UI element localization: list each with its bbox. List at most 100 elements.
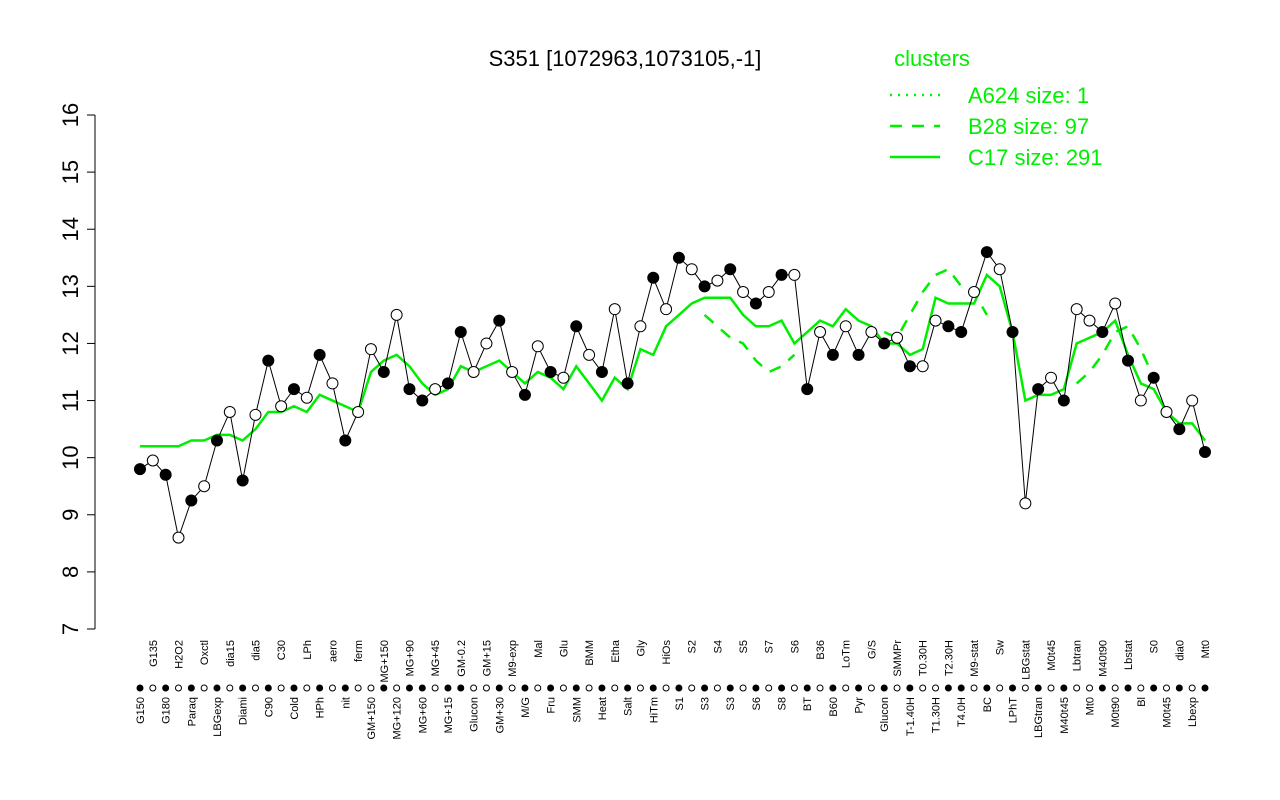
- x-tick-label: ferm: [353, 640, 365, 662]
- category-symbol: [1047, 684, 1055, 692]
- x-tick-label: M/G: [520, 697, 532, 718]
- x-tick-label: nit: [340, 697, 352, 709]
- data-point: [826, 348, 839, 361]
- x-tick-label: M0t90: [1110, 697, 1122, 728]
- data-point: [647, 271, 660, 284]
- category-symbol: [328, 684, 336, 692]
- data-point: [1070, 303, 1083, 316]
- x-tick-label: LBGstat: [1020, 640, 1032, 680]
- category-symbol: [867, 684, 875, 692]
- y-tick-label: 7: [58, 623, 83, 635]
- data-point: [454, 326, 467, 339]
- x-tick-label: Glu: [558, 640, 570, 657]
- x-tick-label: Heat: [597, 697, 609, 720]
- category-symbol: [290, 684, 298, 692]
- category-symbol: [944, 684, 952, 692]
- data-point: [570, 320, 583, 333]
- data-point: [749, 297, 762, 310]
- y-tick-label: 8: [58, 566, 83, 578]
- category-symbol: [598, 684, 606, 692]
- x-tick-label: Oxctl: [199, 640, 211, 665]
- category-symbol: [316, 684, 324, 692]
- data-point: [672, 251, 685, 264]
- data-point: [493, 314, 506, 327]
- data-point: [608, 303, 621, 316]
- y-tick-label: 14: [58, 217, 83, 241]
- x-tick-label: Mt0: [1200, 640, 1212, 658]
- category-symbol: [957, 684, 965, 692]
- data-point: [300, 391, 313, 404]
- data-point: [403, 383, 416, 396]
- data-point: [275, 400, 288, 413]
- category-symbol: [251, 684, 259, 692]
- category-symbol: [1175, 684, 1183, 692]
- x-tick-label: Sw: [995, 640, 1007, 655]
- legend-title: clusters: [894, 46, 970, 71]
- category-symbol: [983, 684, 991, 692]
- category-symbol: [829, 684, 837, 692]
- data-point: [352, 405, 365, 418]
- category-symbol: [726, 684, 734, 692]
- category-symbol: [688, 684, 696, 692]
- x-tick-label: MG+90: [404, 640, 416, 676]
- y-tick-label: 9: [58, 509, 83, 521]
- data-point: [711, 274, 724, 287]
- cluster-line: [140, 272, 1207, 448]
- x-tick-label: Lbstat: [1123, 640, 1135, 670]
- category-symbol: [1150, 684, 1158, 692]
- y-tick-label: 16: [58, 103, 83, 127]
- x-tick-label: LBGexp: [212, 697, 224, 737]
- x-tick-label: LBGtran: [1033, 697, 1045, 738]
- data-point: [1186, 394, 1199, 407]
- category-symbol: [893, 684, 901, 692]
- category-symbol: [675, 684, 683, 692]
- category-symbol: [1163, 684, 1171, 692]
- data-point: [839, 320, 852, 333]
- profile-line: [139, 250, 1206, 540]
- category-symbol: [713, 684, 721, 692]
- category-symbol: [521, 684, 529, 692]
- x-tick-label: Etha: [610, 639, 622, 663]
- x-tick-label: GM-0.2: [456, 640, 468, 677]
- x-tick-label: Lbexp: [1187, 697, 1199, 727]
- data-point: [1134, 394, 1147, 407]
- x-tick-label: HPh: [315, 697, 327, 718]
- category-symbol: [932, 684, 940, 692]
- data-point: [339, 434, 352, 447]
- category-symbol: [149, 684, 157, 692]
- data-point: [480, 337, 493, 350]
- category-symbol: [354, 684, 362, 692]
- data-point: [441, 377, 454, 390]
- category-symbol: [585, 684, 593, 692]
- data-point: [1173, 423, 1186, 436]
- data-point: [1096, 326, 1109, 339]
- data-point: [968, 286, 981, 299]
- data-point: [583, 348, 596, 361]
- category-symbol: [136, 684, 144, 692]
- data-point: [506, 366, 519, 378]
- category-symbol: [1086, 684, 1094, 692]
- category-symbol: [1124, 684, 1132, 692]
- x-tick-label: C90: [263, 697, 275, 717]
- x-tick-label: Gly: [635, 640, 647, 657]
- x-tick-label: T-1.40H: [905, 697, 917, 736]
- data-point: [1199, 445, 1211, 458]
- data-point: [891, 331, 904, 344]
- category-symbol: [1073, 684, 1081, 692]
- x-tick-label: S8: [777, 697, 789, 710]
- x-tick-label: Mal: [533, 640, 545, 658]
- x-tick-label: T1.30H: [931, 697, 943, 733]
- x-tick-label: G180: [161, 697, 173, 724]
- x-tick-label: G/S: [866, 640, 878, 659]
- category-symbol: [1060, 684, 1068, 692]
- x-tick-label: MG+120: [392, 697, 404, 740]
- data-point: [544, 366, 557, 378]
- data-point: [467, 366, 480, 378]
- x-tick-label: SMMPr: [892, 640, 904, 677]
- x-tick-label: LPhT: [1008, 697, 1020, 724]
- data-point: [865, 326, 878, 339]
- x-tick-label: S3: [725, 697, 737, 710]
- x-tick-label: M40t90: [1097, 640, 1109, 677]
- x-tick-label: GM+15: [481, 640, 493, 676]
